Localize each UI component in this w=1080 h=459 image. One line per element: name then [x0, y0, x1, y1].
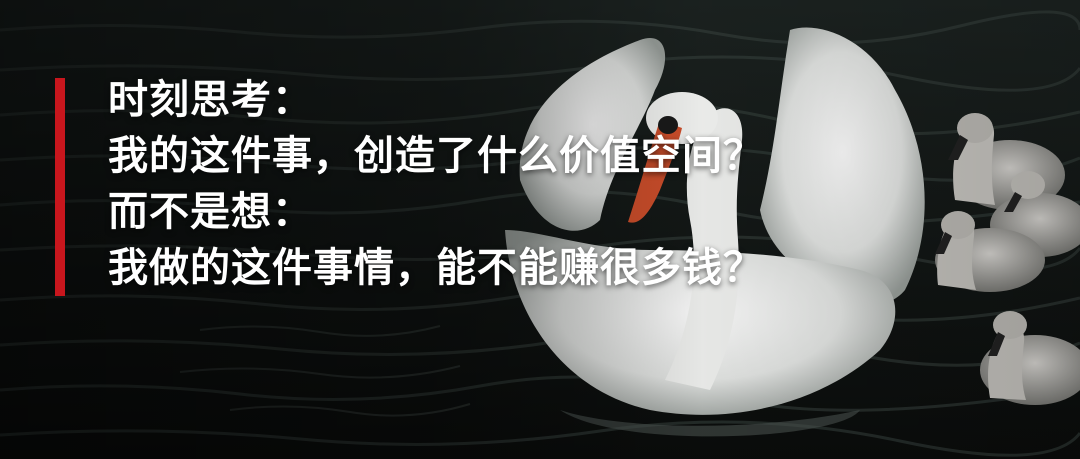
red-accent-bar [55, 78, 65, 296]
quote-line-3: 而不是想： [108, 189, 313, 235]
quote-text: 时刻思考： 我的这件事，创造了什么价值空间？ 而不是想： 我做的这件事情，能不能… [108, 72, 1008, 296]
quote-line-2: 我的这件事，创造了什么价值空间？ [108, 133, 764, 179]
quote-line-4: 我做的这件事情，能不能赚很多钱？ [108, 245, 764, 291]
quote-line-1: 时刻思考： [108, 77, 313, 123]
